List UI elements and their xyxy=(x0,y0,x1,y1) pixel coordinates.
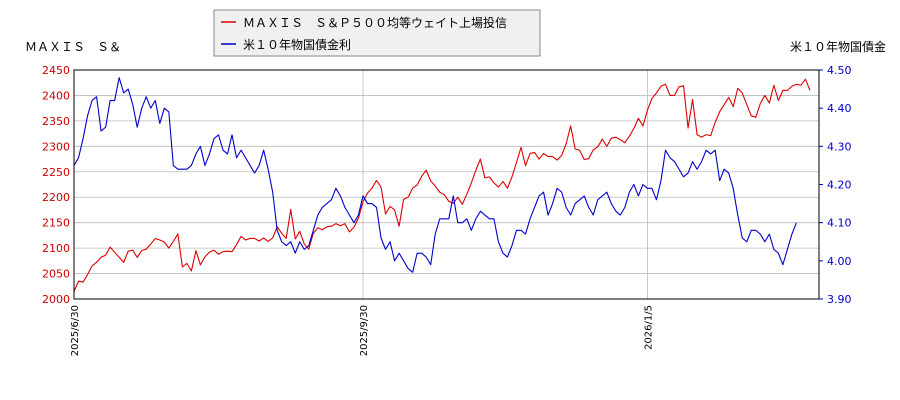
left-tick-label: 2150 xyxy=(42,217,70,230)
plot-area xyxy=(74,70,819,299)
right-axis: 3.90 4.00 4.10 4.20 4.30 4.40 4.50 xyxy=(819,64,852,306)
left-tick-label: 2200 xyxy=(42,191,70,204)
legend-box xyxy=(213,9,541,57)
legend-label-maxis: ＭＡＸＩＳ Ｓ＆Ｐ５００均等ウェイト上場投信 xyxy=(243,15,507,30)
left-tick-label: 2050 xyxy=(42,268,70,281)
legend: ＭＡＸＩＳ Ｓ＆Ｐ５００均等ウェイト上場投信 米１０年物国債金利 xyxy=(213,9,541,57)
right-tick-label: 4.30 xyxy=(827,140,852,153)
left-tick-label: 2350 xyxy=(42,115,70,128)
right-tick-label: 4.20 xyxy=(827,179,852,192)
right-tick-label: 4.10 xyxy=(827,217,852,230)
left-tick-label: 2000 xyxy=(42,293,70,306)
right-tick-label: 3.90 xyxy=(827,293,852,306)
right-tick-label: 4.50 xyxy=(827,64,852,77)
left-axis-label: ＭＡＸＩＳ Ｓ＆ xyxy=(25,40,121,54)
right-tick-label: 4.00 xyxy=(827,255,852,268)
left-tick-label: 2100 xyxy=(42,242,70,255)
series-line-treasury xyxy=(73,77,797,273)
x-tick-label: 2025/9/30 xyxy=(359,305,370,356)
x-tick-label: 2025/6/30 xyxy=(70,305,81,356)
legend-label-treasury: 米１０年物国債金利 xyxy=(243,37,351,52)
left-tick-label: 2300 xyxy=(42,140,70,153)
right-axis-label: 米１０年物国債金 xyxy=(790,39,886,54)
left-tick-label: 2450 xyxy=(42,64,70,77)
x-tick-label: 2026/1/5 xyxy=(643,305,654,350)
plot-frame xyxy=(73,69,820,300)
left-tick-label: 2400 xyxy=(42,89,70,102)
left-axis: 2000 2050 2100 2150 2200 2250 2300 2350 2400 2450 xyxy=(42,64,70,306)
series-layer xyxy=(73,77,811,292)
x-axis: 2025/6/30 2025/9/30 2026/1/5 xyxy=(70,305,654,356)
left-tick-label: 2250 xyxy=(42,166,70,179)
series-line-maxis xyxy=(73,78,811,292)
right-tick-label: 4.40 xyxy=(827,102,852,115)
